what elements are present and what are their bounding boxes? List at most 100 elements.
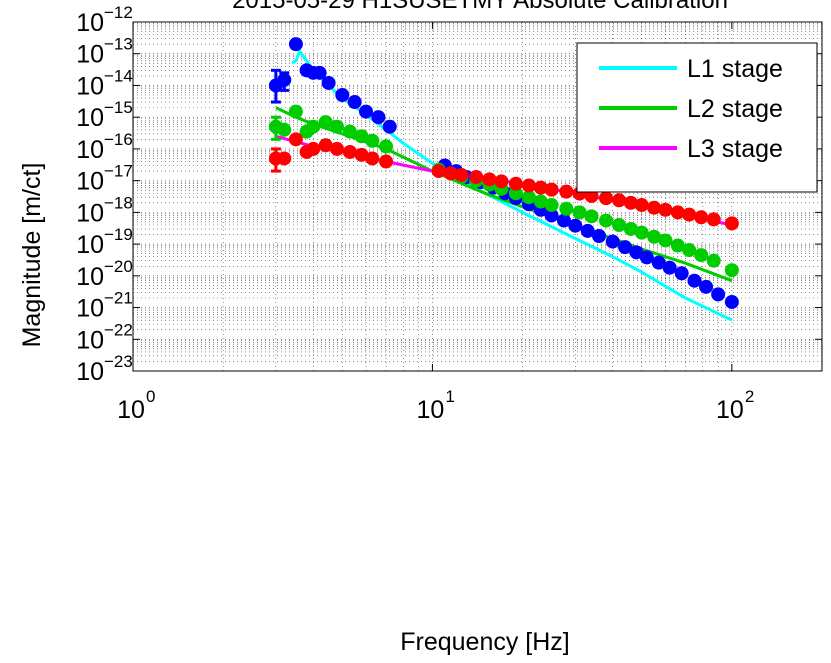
y-tick-label: 10 — [76, 136, 104, 164]
data-point — [354, 147, 369, 162]
grid — [133, 22, 822, 371]
data-point — [612, 217, 627, 232]
x-tick-label: 10 — [417, 396, 445, 424]
data-point — [508, 176, 523, 191]
x-tick-exponent: 1 — [445, 387, 454, 406]
data-point — [443, 166, 458, 181]
data-point — [288, 132, 303, 147]
data-point — [556, 213, 571, 228]
data-point — [342, 144, 357, 159]
y-axis-label: Magnitude [m/ct] — [18, 163, 46, 348]
y-tick-exponent: −18 — [104, 193, 133, 212]
data-point — [658, 233, 673, 248]
data-point — [682, 243, 697, 258]
legend-label: L3 stage — [687, 135, 783, 163]
data-point — [629, 245, 644, 260]
y-tick-label: 10 — [76, 295, 104, 323]
data-point — [623, 195, 638, 210]
data-point — [724, 216, 739, 231]
data-point — [544, 182, 559, 197]
data-point — [365, 151, 380, 166]
data-point — [572, 205, 587, 220]
y-tick-exponent: −14 — [104, 66, 133, 85]
data-point — [288, 104, 303, 119]
data-point — [647, 229, 662, 244]
data-point — [277, 122, 292, 137]
legend-label: L2 stage — [687, 95, 783, 123]
y-tick-exponent: −16 — [104, 130, 133, 149]
y-tick-label: 10 — [76, 199, 104, 227]
data-point — [694, 210, 709, 225]
x-tick-exponent: 2 — [745, 387, 754, 406]
data-point — [379, 154, 394, 169]
y-tick-label: 10 — [76, 168, 104, 196]
data-point — [365, 133, 380, 148]
y-tick-exponent: −19 — [104, 225, 133, 244]
y-tick-exponent: −17 — [104, 162, 133, 181]
data-point — [544, 208, 559, 223]
data-point — [592, 228, 607, 243]
data-point — [674, 266, 689, 281]
y-tick-label: 10 — [76, 358, 104, 386]
data-point — [682, 207, 697, 222]
x-tick-label: 10 — [716, 396, 744, 424]
data-point — [599, 191, 614, 206]
data-point — [533, 180, 548, 195]
y-tick-exponent: −22 — [104, 320, 133, 339]
series-line-l1-stage — [291, 48, 733, 322]
data-point — [318, 138, 333, 153]
data-point — [306, 119, 321, 134]
data-point — [521, 190, 536, 205]
data-point — [342, 124, 357, 139]
data-point — [277, 72, 292, 87]
data-point — [634, 225, 649, 240]
data-point — [469, 170, 484, 185]
chart-title: 2015-05-29 H1SUSETMY Absolute Calibratio… — [232, 0, 728, 14]
y-tick-exponent: −13 — [104, 35, 133, 54]
data-point — [687, 273, 702, 288]
data-point — [494, 174, 509, 189]
data-point — [623, 221, 638, 236]
y-tick-exponent: −15 — [104, 98, 133, 117]
y-tick-label: 10 — [76, 41, 104, 69]
x-tick-exponent: 0 — [146, 387, 155, 406]
data-point — [670, 205, 685, 220]
y-tick-exponent: −21 — [104, 289, 133, 308]
y-tick-label: 10 — [76, 326, 104, 354]
data-point — [329, 119, 344, 134]
y-tick-label: 10 — [76, 104, 104, 132]
data-point — [329, 141, 344, 156]
data-point — [288, 37, 303, 52]
data-point — [694, 248, 709, 263]
data-point — [321, 75, 336, 90]
data-point — [318, 115, 333, 130]
data-point — [335, 88, 350, 103]
data-point — [359, 104, 374, 119]
data-point — [382, 119, 397, 134]
data-point — [379, 139, 394, 154]
x-tick-labels: 10 0 10 1 10 2 — [117, 387, 754, 424]
data-point — [544, 198, 559, 213]
data-point — [711, 287, 726, 302]
measurement-points — [268, 37, 739, 309]
data-point — [639, 250, 654, 265]
data-point — [634, 198, 649, 213]
data-point — [599, 213, 614, 228]
legend-label: L1 stage — [687, 55, 783, 83]
data-point — [706, 212, 721, 227]
data-point — [605, 234, 620, 249]
data-point — [699, 279, 714, 294]
data-point — [612, 193, 627, 208]
data-point — [662, 260, 677, 275]
data-point — [724, 294, 739, 309]
legend: L1 stage L2 stage L3 stage — [576, 42, 818, 193]
data-point — [651, 255, 666, 270]
data-point — [371, 110, 386, 125]
y-tick-label: 10 — [76, 72, 104, 100]
data-point — [533, 194, 548, 209]
data-point — [580, 223, 595, 238]
data-point — [521, 178, 536, 193]
data-point — [618, 240, 633, 255]
x-axis-label: Frequency [Hz] — [400, 628, 570, 656]
